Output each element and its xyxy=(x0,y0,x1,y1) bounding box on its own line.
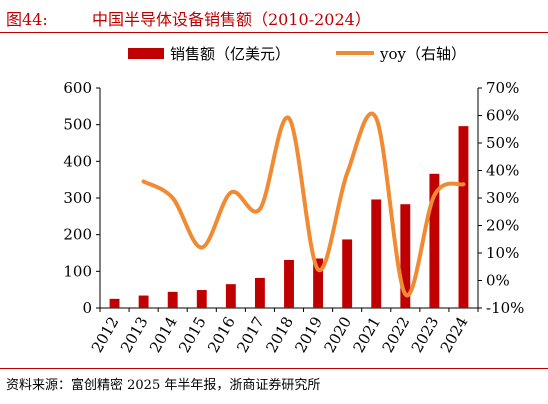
yoy-point xyxy=(200,246,204,249)
x-tick-label: 2023 xyxy=(408,314,443,356)
sales-bar xyxy=(313,258,324,308)
figure-title: 中国半导体设备销售额（2010-2024） xyxy=(92,10,371,29)
y-right-tick-label: 50% xyxy=(486,134,519,152)
x-tick-label: 2014 xyxy=(146,314,181,356)
legend: 销售额（亿美元） yoy（右轴） xyxy=(128,45,466,63)
sales-yoy-chart: 销售额（亿美元） yoy（右轴） 0100200300400500600-10%0… xyxy=(63,45,524,356)
y-right-tick-label: 20% xyxy=(486,217,519,235)
sales-bar xyxy=(429,173,440,308)
x-tick-label: 2016 xyxy=(204,314,239,356)
y-left-tick-label: 600 xyxy=(63,79,92,97)
sales-bar xyxy=(167,291,178,308)
y-left-tick-label: 500 xyxy=(63,116,92,134)
y-left-tick-label: 300 xyxy=(63,189,92,207)
x-tick-label: 2015 xyxy=(175,314,210,356)
sales-bar xyxy=(109,298,120,308)
x-tick-label: 2024 xyxy=(437,314,472,356)
yoy-point xyxy=(316,268,320,271)
x-tick-label: 2018 xyxy=(262,314,297,356)
y-left-tick-label: 100 xyxy=(63,262,92,280)
x-tick-label: 2013 xyxy=(117,314,152,356)
title-divider xyxy=(0,32,548,33)
x-tick-label: 2017 xyxy=(233,314,268,356)
y-left-tick-label: 400 xyxy=(63,152,92,170)
axes: 0 100 200 300 400 500 600 -10% 0% 10% 20% 30% 40% 50%… xyxy=(63,79,524,356)
x-tick-label: 2020 xyxy=(320,314,355,356)
yoy-point xyxy=(345,171,349,175)
sales-bar xyxy=(254,277,265,308)
x-tick-label: 2019 xyxy=(291,314,326,356)
x-tick-label: 2022 xyxy=(379,314,414,356)
yoy-point xyxy=(374,116,378,120)
sales-bar xyxy=(138,295,149,308)
yoy-point xyxy=(287,116,291,120)
yoy-line xyxy=(141,111,466,298)
y-left-tick-label: 0 xyxy=(82,299,92,317)
yoy-point xyxy=(258,207,262,211)
y-right-tick-label: 0% xyxy=(486,272,510,290)
yoy-point xyxy=(432,193,436,197)
y-right-tick-label: 60% xyxy=(486,107,519,125)
yoy-point xyxy=(403,292,407,296)
sales-bar xyxy=(371,199,382,308)
yoy-point xyxy=(229,191,233,194)
y-right-tick-label: 30% xyxy=(486,189,519,207)
y-right-tick-label: 70% xyxy=(486,79,519,97)
yoy-point xyxy=(142,180,146,183)
yoy-point xyxy=(461,182,465,186)
legend-swatch-sales xyxy=(128,48,164,59)
figure-title-bar: 图44: 中国半导体设备销售额（2010-2024） xyxy=(0,0,548,34)
x-tick-label: 2012 xyxy=(88,314,123,356)
sales-bar xyxy=(342,239,353,308)
yoy-point xyxy=(171,196,175,200)
sales-bar xyxy=(284,259,294,308)
figure-number: 图44: xyxy=(6,10,48,29)
sales-bar xyxy=(225,284,236,308)
y-right-tick-label: -10% xyxy=(486,299,524,317)
source-note: 资料来源：富创精密 2025 年半年报，浙商证券研究所 xyxy=(6,378,321,393)
sales-bar xyxy=(458,126,469,308)
legend-label-sales: 销售额（亿美元） xyxy=(170,45,290,63)
sales-bar xyxy=(196,290,207,308)
yoy-line-series xyxy=(141,111,466,298)
x-tick-label: 2021 xyxy=(350,314,385,356)
source-divider xyxy=(0,368,548,369)
y-right-tick-label: 40% xyxy=(486,162,519,180)
legend-label-yoy: yoy（右轴） xyxy=(379,45,466,63)
bar-series xyxy=(109,126,469,308)
sales-bar xyxy=(400,204,411,308)
y-left-tick-label: 200 xyxy=(63,226,92,244)
y-right-tick-label: 10% xyxy=(486,244,519,262)
